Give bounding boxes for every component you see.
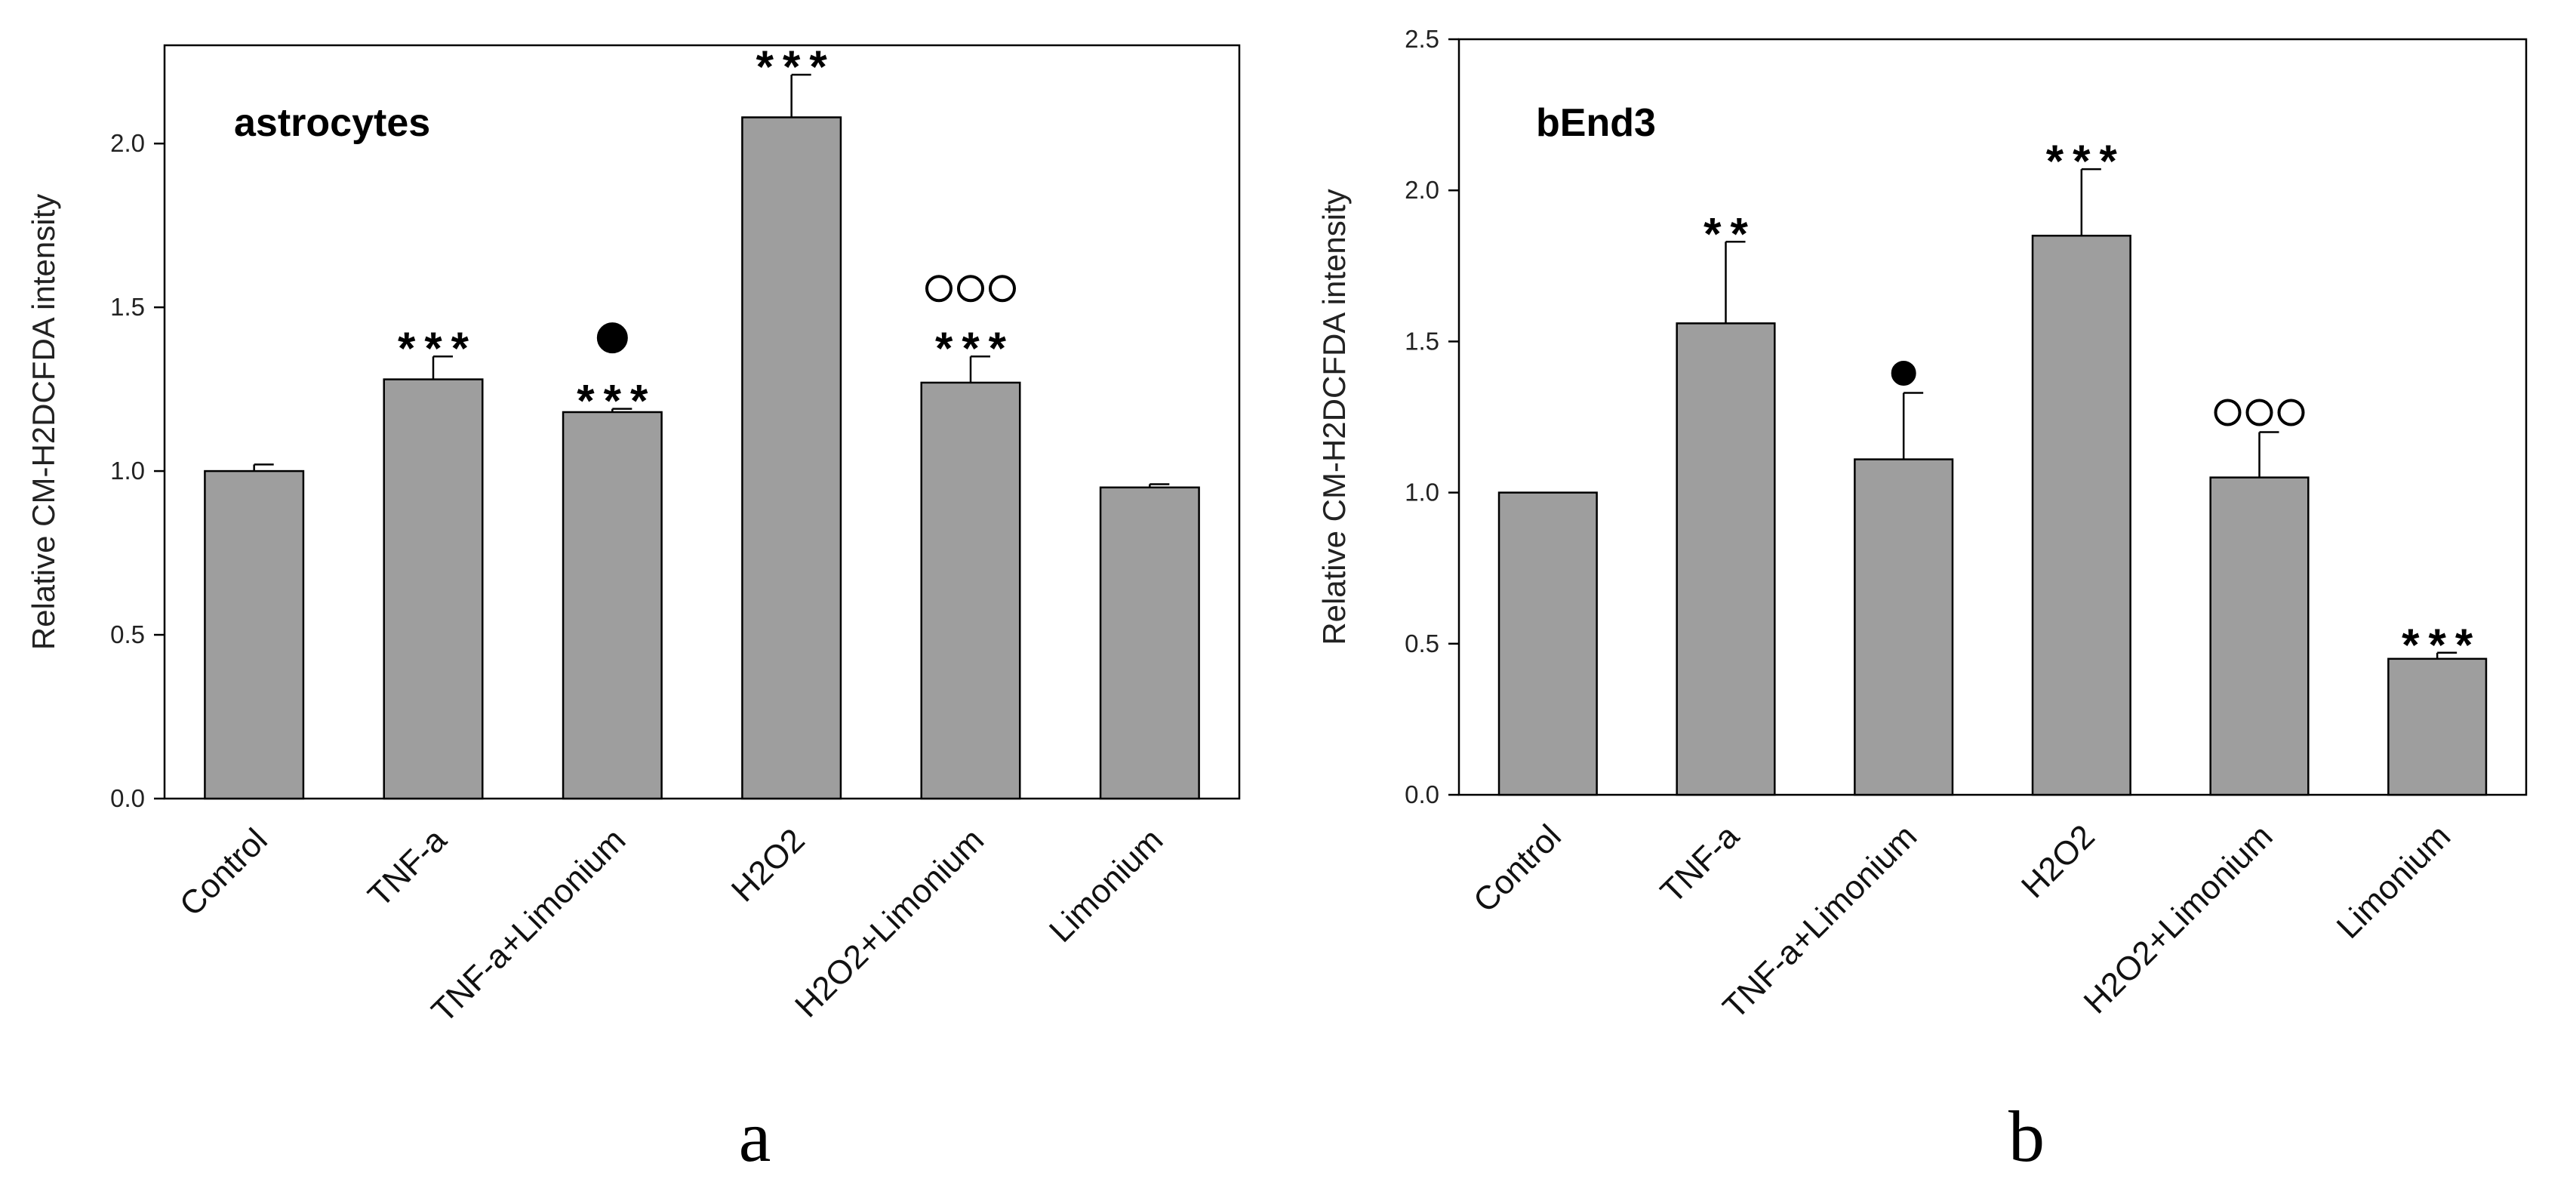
y-tick-label: 1.0 [1405,479,1439,506]
bar-control [1497,491,1598,796]
y-tick-label: 2.0 [110,129,145,157]
open-circle-marker [989,275,1016,303]
bar-tnf-a [1676,322,1776,796]
bar-tnf-a-limonium [562,411,663,800]
bar-h2o2-limonium [920,381,1021,800]
bar-tnf-a [383,378,484,800]
panel-letter: b [2008,1096,2045,1177]
significance-stars: *** [935,323,1015,374]
bar-tnf-a-limonium [1854,458,1954,796]
category-label: H2O2+Limonium [788,821,991,1024]
category-label: Limonium [1042,821,1171,950]
significance-stars: *** [577,376,657,426]
y-tick-label: 0.0 [1405,780,1439,808]
y-axis-title: Relative CM-H2DCFDA intensity [26,194,61,651]
significance-stars: *** [2046,136,2126,186]
y-axis-title: Relative CM-H2DCFDA intensity [1316,189,1352,645]
y-tick-label: 1.0 [110,457,145,485]
category-label: TNF-a+Limonium [425,821,633,1030]
panel-title: astrocytes [234,101,430,145]
significance-stars: ** [1703,208,1757,259]
category-label: TNF-a [1654,817,1747,910]
bar-h2o2-limonium [2209,476,2310,796]
plot-frame [163,44,1241,800]
panel-letter: a [739,1096,771,1177]
y-tick-label: 0.0 [110,784,145,812]
open-circle-marker [2214,399,2242,426]
category-label: Control [1467,817,1568,919]
plot-frame [1457,38,2528,796]
category-label: TNF-a+Limonium [1716,817,1924,1026]
significance-stars: *** [2402,620,2482,670]
panel-title: bEnd3 [1536,101,1656,145]
category-label: TNF-a [361,821,454,914]
bar-limonium [1099,486,1200,800]
open-circle-marker [2277,399,2305,426]
bar-control [204,469,305,800]
y-tick-label: 1.5 [110,293,145,321]
bar-h2o2 [741,116,842,800]
chart-panel-b: 0.0 0.5 1.0 1.5 2.0 2.5 Relative CM-H2DCFDA in… [1316,25,2528,1177]
y-tick-label: 2.5 [1405,25,1439,53]
filled-circle-marker [1891,360,1916,386]
category-label: H2O2 [725,821,812,909]
category-label: H2O2 [2014,817,2102,905]
open-circle-marker [2245,399,2273,426]
y-tick-label: 0.5 [110,620,145,648]
chart-panel-a: 0.0 0.5 1.0 1.5 2.0 Relative CM-H2DCFDA inten… [26,42,1241,1177]
y-tick-label: 0.5 [1405,630,1439,657]
open-circle-marker [925,275,953,303]
y-tick-label: 2.0 [1405,176,1439,204]
category-label: Limonium [2330,817,2458,946]
significance-stars: *** [756,42,836,92]
open-circle-marker [957,275,984,303]
bar-limonium [2387,657,2488,796]
category-label: Control [173,821,275,923]
y-tick-label: 1.5 [1405,327,1439,355]
significance-stars: *** [398,323,478,374]
bar-h2o2 [2031,235,2131,796]
category-label: H2O2+Limonium [2077,817,2280,1020]
filled-circle-marker [596,322,628,354]
